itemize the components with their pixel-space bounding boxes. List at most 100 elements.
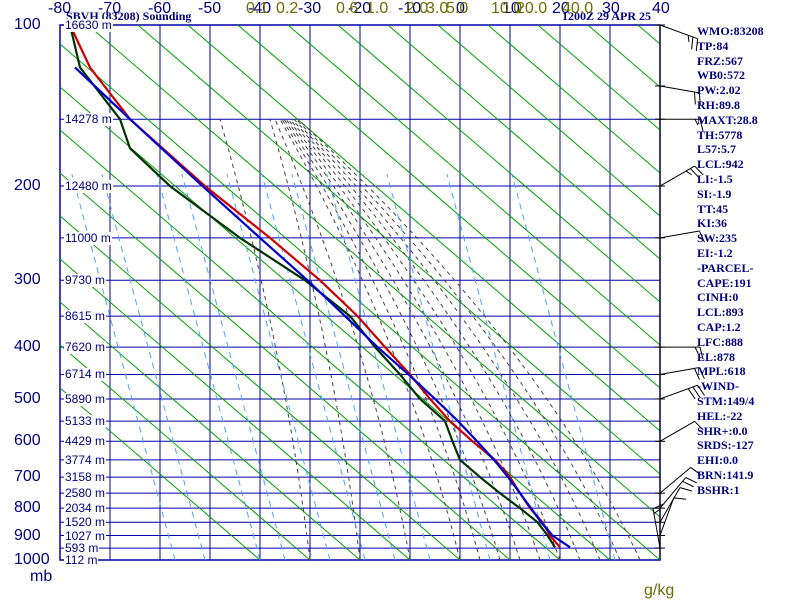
moist-adiabat-32 [295, 118, 621, 561]
height-label-600: 4429 m [64, 434, 107, 449]
index-item: EHI:0.0 [697, 453, 739, 468]
temp-tick-20: 20 [552, 0, 570, 17]
index-item: SI:-1.9 [697, 186, 732, 201]
index-item: TH:5778 [697, 127, 743, 142]
pressure-axis-label: mb [30, 568, 53, 585]
index-item: SRDS:-127 [697, 438, 754, 453]
mixing-ratio-label: 0.1 [246, 0, 269, 17]
temp-tick--80: -80 [48, 0, 72, 17]
temp-tick--40: -40 [248, 0, 272, 17]
wind-barb-900 [655, 497, 687, 537]
dry-adiabat-60 [137, 24, 661, 475]
mixing-ratio-unit: g/kg [644, 582, 675, 599]
dry-adiabat-90 [287, 24, 661, 346]
index-item: CAP:1.2 [697, 319, 741, 334]
parcel-profile [74, 66, 571, 549]
mixing-ratio-label: 40.0 [562, 0, 594, 17]
mixing-ratio-line [101, 173, 206, 561]
temp-tick--60: -60 [148, 0, 172, 17]
wind-barb-250 [655, 230, 705, 243]
index-item: SW:235 [697, 231, 738, 246]
dry-adiabat-100 [337, 24, 661, 303]
temp-tick-30: 30 [602, 0, 620, 17]
mixing-ratio-line [386, 173, 491, 561]
height-label-300: 9730 m [64, 273, 107, 288]
height-label-100: 16630 m [64, 18, 113, 32]
height-label-550: 5133 m [64, 414, 107, 429]
index-item: TT:45 [697, 201, 729, 216]
index-item: SHR+:0.0 [697, 423, 748, 438]
dry-adiabat-110 [387, 24, 661, 260]
dry-adiabat-160 [637, 24, 661, 45]
index-item: LFC:888 [697, 334, 743, 349]
index-item: WMO:83208 [697, 24, 764, 38]
pressure-tick-500: 500 [14, 389, 41, 407]
index-item: CINH:0 [697, 290, 739, 305]
height-label-1000: 112 m [64, 553, 99, 567]
dry-adiabat-150 [587, 24, 661, 88]
wind-barb-130 [655, 85, 701, 106]
height-label-750: 2580 m [64, 486, 107, 501]
moist-adiabat-24 [291, 118, 581, 561]
index-item: LI:-1.5 [697, 171, 733, 186]
mixing-ratio-label: 3.0 [426, 0, 449, 17]
index-item: STM:149/4 [697, 393, 755, 408]
index-item: WB0:572 [697, 68, 745, 83]
index-item: L57:5.7 [697, 142, 736, 157]
wind-barb-500 [655, 384, 705, 400]
height-label-150: 14278 m [64, 112, 113, 127]
height-label-850: 1520 m [64, 515, 107, 530]
dry-adiabat--10 [59, 258, 411, 561]
moist-adiabat-36 [297, 118, 641, 561]
dry-adiabat-40 [59, 43, 661, 561]
pressure-tick-600: 600 [14, 432, 41, 450]
mixing-ratio-line [181, 173, 286, 561]
pressure-tick-800: 800 [14, 499, 41, 517]
mixing-ratio-line [226, 173, 331, 561]
wind-barb-450 [655, 367, 705, 380]
wind-barb-600 [655, 420, 704, 442]
height-label-650: 3774 m [64, 452, 107, 467]
moist-adiabat-12 [285, 118, 521, 561]
dry-adiabat-70 [187, 24, 661, 432]
wind-barb-200 [655, 165, 704, 187]
temp-tick--30: -30 [298, 0, 322, 17]
height-label-900: 1027 m [64, 528, 107, 543]
temp-tick--70: -70 [98, 0, 122, 17]
wind-barb-400 [655, 346, 704, 360]
index-item: FRZ:567 [697, 53, 743, 68]
wind-barb-850 [655, 487, 693, 523]
height-label-400: 7620 m [64, 340, 107, 355]
dry-adiabat-80 [237, 24, 661, 389]
mixing-ratio-line [71, 173, 176, 561]
index-item: CAPE:191 [697, 275, 752, 290]
index-item: KI:36 [697, 216, 727, 231]
temp-tick--20: -20 [348, 0, 372, 17]
mixing-ratio-line [446, 173, 551, 561]
index-item: -PARCEL- [697, 260, 754, 275]
profile-layer [68, 24, 571, 549]
index-item: RH:89.8 [697, 97, 740, 112]
index-item: TP:84 [697, 38, 729, 53]
index-item: MPL:618 [697, 364, 746, 379]
index-item: BSHR:1 [697, 482, 740, 497]
grid-layer [59, 24, 661, 561]
moist-adiabat-4 [281, 118, 481, 561]
mixing-ratio-line [291, 173, 396, 561]
index-item: LCL:942 [697, 157, 744, 172]
mixing-ratio-line [156, 173, 261, 561]
height-label-950: 593 m [64, 541, 100, 556]
index-item: -WIND- [697, 379, 739, 394]
mixing-ratio-line [326, 173, 431, 561]
pressure-tick-1000: 1000 [14, 551, 50, 568]
dry-adiabat-120 [437, 24, 661, 217]
chart-datetime: 1200Z 29 APR 25 [562, 9, 652, 23]
index-item: LCL:893 [697, 305, 744, 320]
temp-tick-40: 40 [652, 0, 670, 17]
dewpoint-profile [68, 24, 556, 548]
index-item: EL:878 [697, 349, 736, 364]
temp-tick--10: -10 [398, 0, 422, 17]
wind-barbs-layer [652, 24, 705, 560]
dry-adiabat-10 [59, 172, 511, 561]
